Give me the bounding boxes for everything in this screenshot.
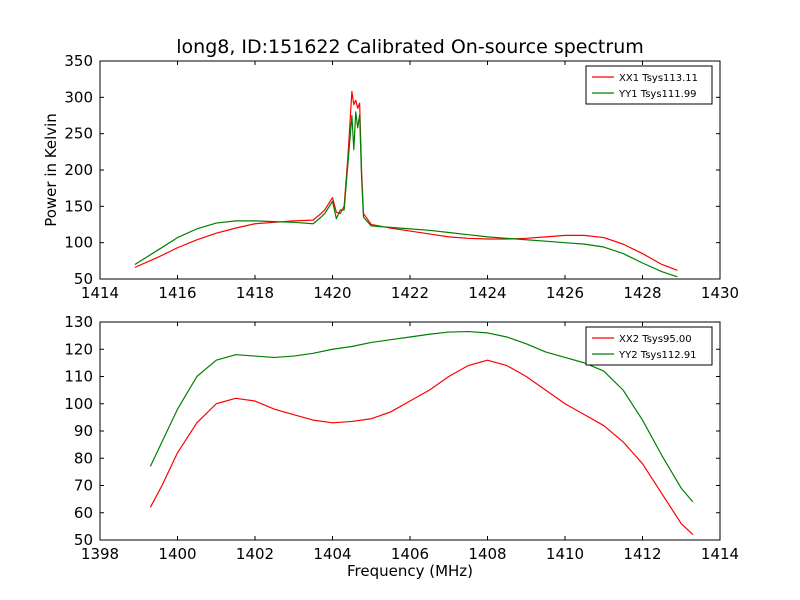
legend-entry: YY2 Tsys112.91 bbox=[618, 350, 697, 361]
series-line-xx2 bbox=[149, 359, 694, 535]
x-tick-label: 1404 bbox=[313, 545, 351, 563]
legend-box bbox=[585, 326, 713, 366]
legend: XX1 Tsys113.11 YY1 Tsys111.99 bbox=[585, 65, 713, 105]
y-tick-label: 100 bbox=[64, 395, 93, 413]
y-tick-label: 60 bbox=[74, 504, 93, 522]
y-tick-label: 200 bbox=[64, 161, 93, 179]
x-tick-label: 1412 bbox=[623, 545, 661, 563]
y-tick-label: 50 bbox=[74, 531, 93, 549]
y-tick-label: 80 bbox=[74, 449, 93, 467]
legend-entry: YY1 Tsys111.99 bbox=[618, 89, 697, 100]
y-axis-label: Power in Kelvin bbox=[42, 113, 60, 227]
series-line-yy1 bbox=[134, 111, 678, 278]
legend-entry: XX1 Tsys113.11 bbox=[619, 73, 698, 84]
panel-2: 1398 1400 1402 1404 1406 1408 1410 1412 1414 50 60… bbox=[64, 313, 739, 580]
x-tick-label: 1416 bbox=[158, 284, 196, 302]
y-tick-label: 300 bbox=[64, 88, 93, 106]
y-tick-label: 350 bbox=[64, 52, 93, 70]
y-tick-label: 70 bbox=[74, 477, 93, 495]
y-tick-label: 150 bbox=[64, 197, 93, 215]
y-tick-label: 250 bbox=[64, 125, 93, 143]
legend: XX2 Tsys95.00 YY2 Tsys112.91 bbox=[585, 326, 713, 366]
x-tick-label: 1428 bbox=[623, 284, 661, 302]
x-tick-label: 1400 bbox=[158, 545, 196, 563]
x-tick-label: 1422 bbox=[391, 284, 429, 302]
x-tick-label: 1414 bbox=[701, 545, 739, 563]
y-tick-label: 90 bbox=[74, 422, 93, 440]
y-tick-label: 130 bbox=[64, 313, 93, 331]
x-tick-label: 1420 bbox=[313, 284, 351, 302]
legend-entry: XX2 Tsys95.00 bbox=[619, 334, 692, 345]
x-tick-label: 1414 bbox=[81, 284, 119, 302]
series-line-xx1 bbox=[134, 90, 678, 271]
legend-box bbox=[585, 65, 713, 105]
x-tick-label: 1408 bbox=[468, 545, 506, 563]
x-tick-label: 1402 bbox=[236, 545, 274, 563]
y-tick-label: 50 bbox=[74, 270, 93, 288]
x-tick-label: 1424 bbox=[468, 284, 506, 302]
x-tick-label: 1418 bbox=[236, 284, 274, 302]
x-tick-label: 1430 bbox=[701, 284, 739, 302]
x-tick-label: 1398 bbox=[81, 545, 119, 563]
y-tick-label: 100 bbox=[64, 234, 93, 252]
x-tick-label: 1406 bbox=[391, 545, 429, 563]
x-axis-label: Frequency (MHz) bbox=[347, 562, 473, 580]
y-tick-label: 110 bbox=[64, 368, 93, 386]
x-tick-label: 1410 bbox=[546, 545, 584, 563]
y-tick-label: 120 bbox=[64, 340, 93, 358]
x-tick-label: 1426 bbox=[546, 284, 584, 302]
figure-title: long8, ID:151622 Calibrated On-source sp… bbox=[176, 36, 644, 58]
series-line-yy2 bbox=[149, 330, 694, 503]
panel-1: 1414 1416 1418 1420 1422 1424 1426 1428 1430 50 10… bbox=[42, 52, 739, 302]
